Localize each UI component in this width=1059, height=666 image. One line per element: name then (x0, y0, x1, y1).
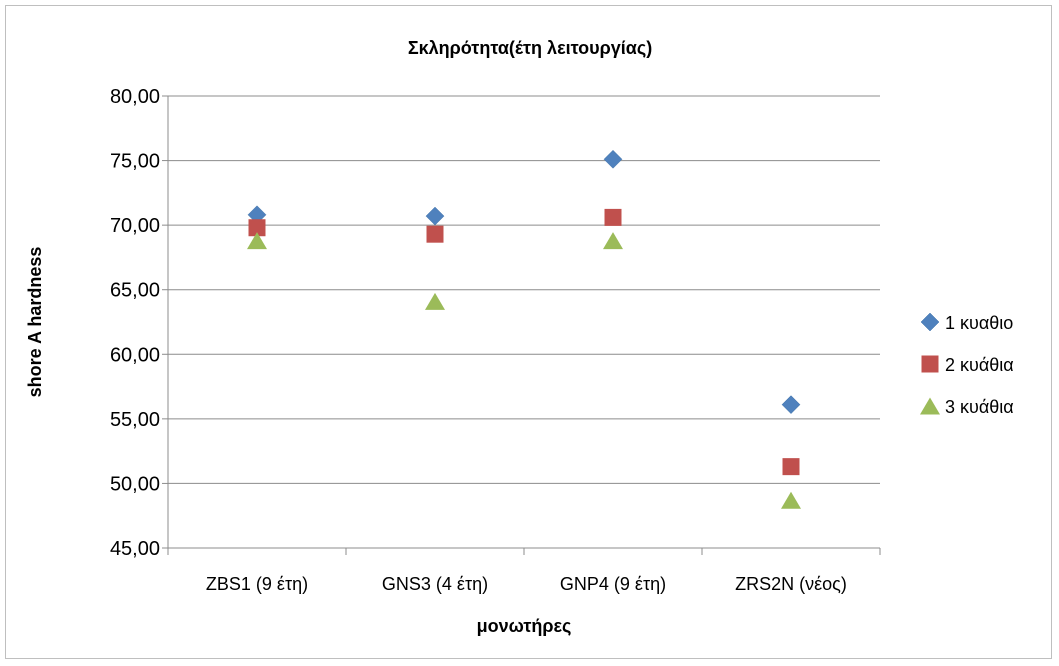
y-tick-label: 70,00 (110, 215, 160, 237)
legend-label-series-1: 1 κυαθιο (945, 313, 1013, 333)
data-point-series-2 (426, 225, 444, 243)
x-tick-label: ZRS2N (νέος) (735, 574, 847, 594)
y-tick-label: 50,00 (110, 473, 160, 495)
x-tick-label: GNS3 (4 έτη) (382, 574, 488, 594)
data-point-series-3 (781, 491, 801, 509)
y-tick-label: 45,00 (110, 538, 160, 560)
data-point-series-1 (425, 206, 445, 226)
legend-marker-series-2 (921, 355, 939, 373)
y-tick-labels: 45,00 50,00 55,00 60,00 65,00 70,00 75,00 80,00 (110, 86, 160, 560)
data-point-series-2 (604, 208, 622, 226)
axes (167, 96, 881, 555)
data-point-series-3 (247, 232, 267, 250)
chart-frame (5, 5, 1052, 659)
x-tick-label: ZBS1 (9 έτη) (206, 574, 308, 594)
data-point-series-1 (603, 149, 623, 169)
x-axis-title: μονωτήρες (477, 616, 572, 636)
legend-marker-series-3 (920, 397, 940, 415)
chart-title: Σκληρότητα(έτη λειτουργίας) (408, 38, 652, 58)
grid-lines (162, 95, 880, 549)
data-point-series-2 (782, 458, 800, 476)
data-point-series-3 (425, 292, 445, 310)
data-point-series-2 (248, 219, 266, 237)
legend-label-series-2: 2 κυάθια (945, 355, 1014, 375)
x-tick-labels: ZBS1 (9 έτη) GNS3 (4 έτη) GNP4 (9 έτη) ZRS2… (206, 574, 847, 594)
y-tick-label: 80,00 (110, 86, 160, 108)
y-axis-title: shore A hardness (25, 247, 45, 398)
data-point-series-1 (781, 395, 801, 415)
y-tick-label: 60,00 (110, 344, 160, 366)
y-tick-label: 75,00 (110, 151, 160, 173)
data-points (247, 149, 801, 509)
legend-label-series-3: 3 κυάθια (945, 397, 1014, 417)
y-tick-label: 55,00 (110, 409, 160, 431)
x-tick-label: GNP4 (9 έτη) (560, 574, 666, 594)
legend: 1 κυαθιο 2 κυάθια 3 κυάθια (920, 312, 1014, 417)
data-point-series-3 (603, 232, 623, 250)
y-tick-label: 65,00 (110, 280, 160, 302)
legend-marker-series-1 (920, 312, 940, 332)
